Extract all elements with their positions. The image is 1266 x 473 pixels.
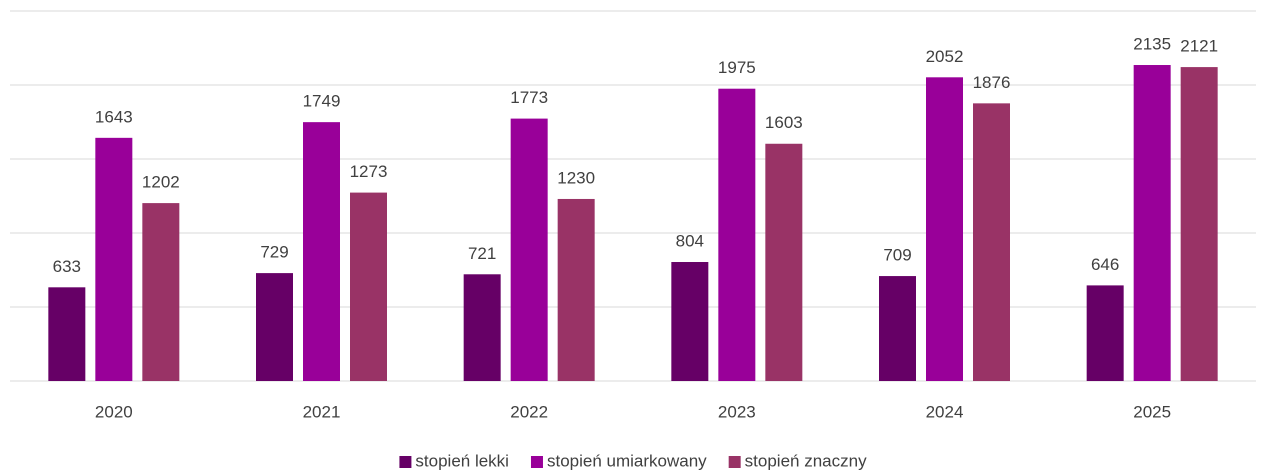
legend-item: stopień lekki (399, 451, 509, 470)
data-label: 721 (468, 244, 496, 263)
legend-swatch (530, 456, 543, 468)
legend-swatch (728, 456, 741, 468)
legend-item: stopień znaczny (728, 451, 867, 470)
data-label: 2052 (926, 47, 964, 66)
bar (973, 103, 1010, 382)
data-label: 709 (883, 246, 911, 265)
legend-label: stopień lekki (415, 451, 509, 470)
bar (1086, 285, 1124, 381)
x-tick-label: 2023 (718, 402, 756, 421)
x-tick-label: 2024 (926, 402, 964, 421)
bar (510, 118, 548, 381)
bar (1180, 67, 1218, 381)
data-label: 1749 (303, 92, 341, 111)
data-label: 2121 (1180, 37, 1218, 56)
bar (350, 192, 387, 381)
data-label: 1273 (350, 162, 388, 181)
bar (303, 122, 340, 381)
legend-label: stopień znaczny (745, 451, 867, 470)
data-label: 646 (1091, 255, 1119, 274)
bar (557, 198, 595, 381)
legend-item: stopień umiarkowany (530, 451, 707, 470)
bar (1133, 65, 1171, 382)
data-label: 804 (676, 231, 704, 250)
x-tick-label: 2025 (1133, 402, 1171, 421)
bar (463, 274, 501, 381)
data-label: 1975 (718, 58, 756, 77)
data-label: 1603 (765, 113, 803, 132)
bar (256, 273, 293, 381)
bar (926, 77, 963, 381)
bar (765, 143, 803, 381)
data-label: 1876 (973, 73, 1011, 92)
legend-swatch (399, 456, 412, 468)
bar (879, 276, 916, 381)
bar (48, 287, 86, 381)
legend-label: stopień umiarkowany (547, 451, 707, 470)
bar (142, 203, 180, 381)
bar (95, 137, 133, 381)
x-tick-label: 2022 (510, 402, 548, 421)
data-label: 1643 (95, 107, 133, 126)
data-label: 729 (260, 243, 288, 262)
bar (718, 88, 756, 381)
x-tick-label: 2020 (95, 402, 133, 421)
data-label: 2135 (1133, 35, 1171, 54)
bar (671, 262, 709, 381)
data-label: 1202 (142, 173, 180, 192)
x-tick-label: 2021 (303, 402, 341, 421)
data-label: 1773 (510, 88, 548, 107)
data-label: 1230 (557, 168, 595, 187)
data-label: 633 (53, 257, 81, 276)
